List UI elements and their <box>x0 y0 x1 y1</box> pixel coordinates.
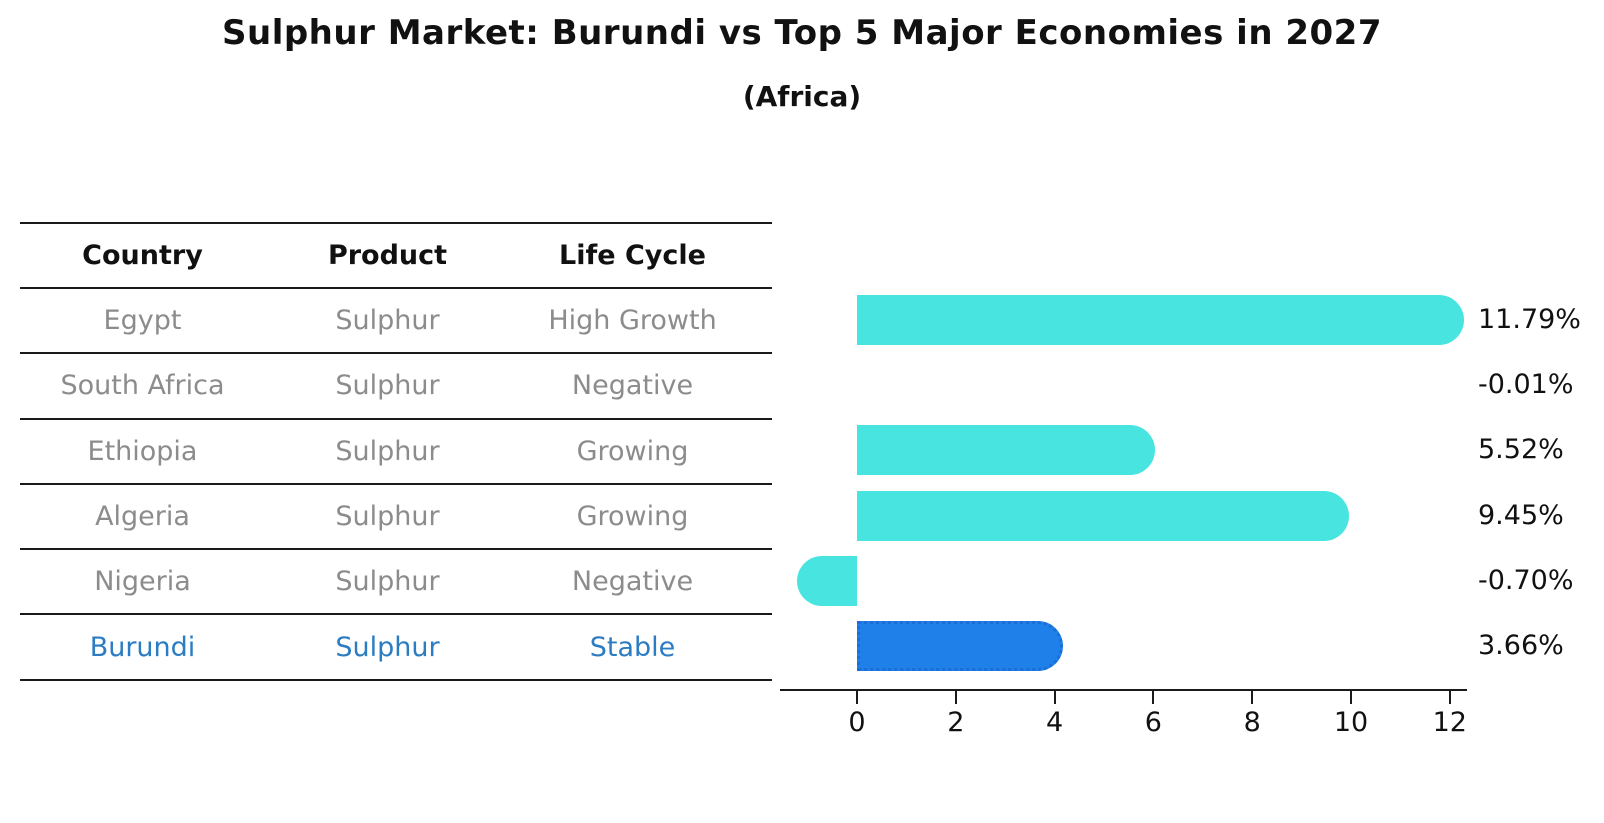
table-header-product: Product <box>327 240 448 271</box>
bar-egypt <box>857 294 1465 345</box>
table-header-life-cycle: Life Cycle <box>559 240 706 271</box>
value-label-south-africa: -0.01% <box>1478 369 1574 400</box>
cell-product: Sulphur <box>335 566 440 598</box>
value-label-algeria: 9.45% <box>1478 499 1564 531</box>
table-header-country: Country <box>82 240 203 271</box>
value-label-egypt: 11.79% <box>1478 303 1581 335</box>
x-tick-label: 12 <box>1432 707 1467 738</box>
table-row-south-africa: South Africa Sulphur Negative <box>20 354 772 420</box>
table-row-ethiopia: Ethiopia Sulphur Growing <box>20 420 772 485</box>
chart-subtitle: (Africa) <box>742 80 862 113</box>
x-tick-label: 0 <box>848 707 866 738</box>
cell-life-cycle: Growing <box>576 501 689 533</box>
x-tick <box>1350 691 1352 704</box>
data-table: Country Product Life Cycle Egypt Sulphur High… <box>20 222 772 681</box>
bar-algeria <box>857 490 1349 541</box>
x-tick-label: 10 <box>1333 707 1369 738</box>
x-tick <box>1053 691 1056 704</box>
cell-country: Burundi <box>89 631 196 663</box>
cell-product: Sulphur <box>335 631 440 663</box>
cell-country: Egypt <box>103 305 182 337</box>
cell-product: Sulphur <box>335 370 440 402</box>
x-tick <box>1251 691 1254 704</box>
bar-burundi <box>857 621 1063 672</box>
table-row-egypt: Egypt Sulphur High Growth <box>20 289 772 355</box>
cell-product: Sulphur <box>335 305 440 337</box>
cell-country: South Africa <box>60 370 225 402</box>
x-tick <box>954 691 957 704</box>
cell-life-cycle: Stable <box>589 631 676 663</box>
cell-country: Ethiopia <box>87 435 198 467</box>
x-tick-label: 8 <box>1243 707 1261 738</box>
cell-product: Sulphur <box>335 435 440 467</box>
bar-nigeria <box>797 555 857 606</box>
value-label-ethiopia: 5.52% <box>1478 434 1564 466</box>
table-row-burundi: Burundi Sulphur Stable <box>20 615 772 681</box>
x-tick <box>1448 691 1451 704</box>
bar-ethiopia <box>857 425 1155 476</box>
x-tick <box>856 691 858 704</box>
cell-product: Sulphur <box>335 501 440 533</box>
cell-life-cycle: Negative <box>571 566 694 598</box>
chart-title: Sulphur Market: Burundi vs Top 5 Major E… <box>222 13 1382 53</box>
cell-life-cycle: Negative <box>571 370 694 402</box>
cell-life-cycle: Growing <box>576 435 689 467</box>
value-label-burundi: 3.66% <box>1478 630 1564 662</box>
table-row-algeria: Algeria Sulphur Growing <box>20 485 772 551</box>
x-tick-label: 6 <box>1144 707 1162 738</box>
x-tick-label: 2 <box>947 707 965 738</box>
cell-life-cycle: High Growth <box>548 305 717 337</box>
x-tick-label: 4 <box>1046 707 1064 738</box>
table-row-nigeria: Nigeria Sulphur Negative <box>20 550 772 616</box>
cell-country: Algeria <box>95 501 190 533</box>
x-tick <box>1152 691 1155 704</box>
cell-country: Nigeria <box>94 566 191 598</box>
x-axis <box>780 689 1467 691</box>
value-label-nigeria: -0.70% <box>1478 564 1574 596</box>
table-header-row: Country Product Life Cycle <box>20 224 772 289</box>
